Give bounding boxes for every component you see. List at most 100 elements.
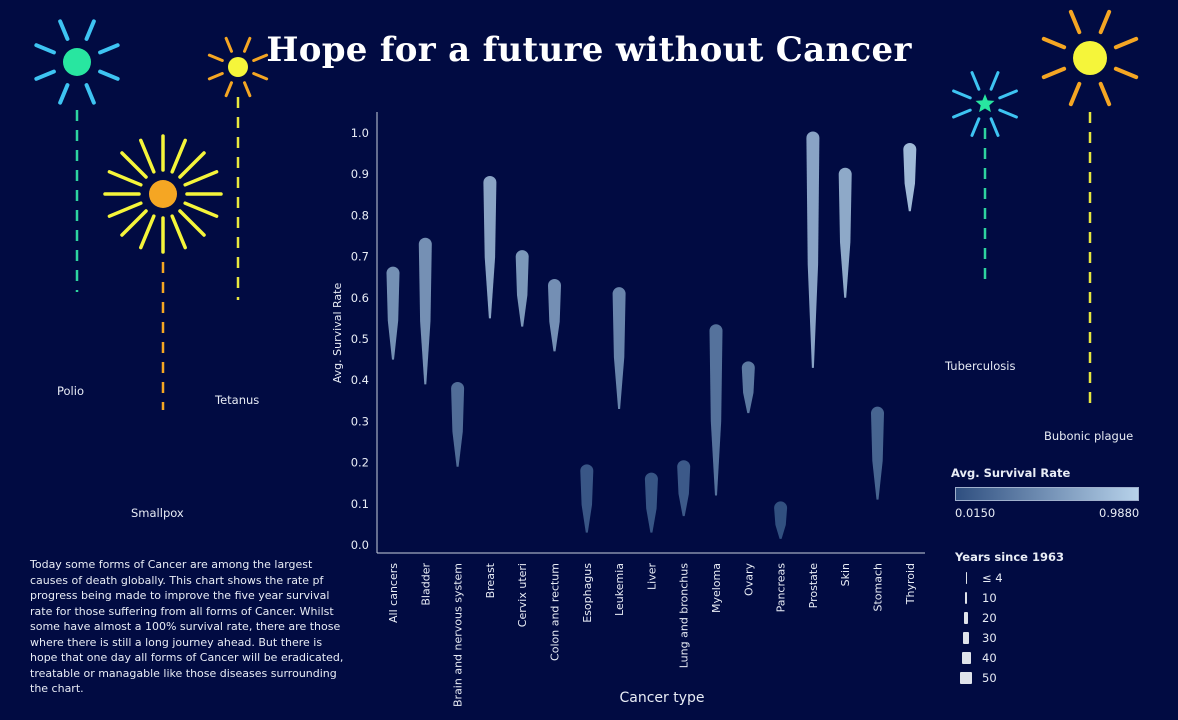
firework-core — [149, 180, 177, 208]
firework-ray — [243, 81, 252, 98]
disease-label-bubonic-plague: Bubonic plague — [1044, 429, 1134, 443]
x-tick-label: Stomach — [872, 563, 885, 612]
x-tick-label: Prostate — [807, 563, 820, 609]
firework-tuberculosis — [952, 71, 1018, 286]
survival-mark — [838, 167, 852, 298]
survival-mark — [515, 250, 529, 327]
survival-mark — [580, 464, 594, 533]
firework-ray — [224, 36, 233, 53]
firework-ray — [1068, 81, 1082, 107]
survival-mark — [612, 287, 626, 410]
y-tick-label: 0.0 — [351, 538, 369, 552]
firework-ray — [183, 170, 219, 187]
firework-ray — [139, 214, 156, 250]
y-tick-label: 0.2 — [351, 456, 369, 470]
x-tick-label: Bladder — [419, 563, 432, 606]
firework-ray — [178, 209, 206, 237]
firework-ray — [183, 201, 219, 218]
firework-ray — [252, 72, 269, 81]
survival-mark — [548, 278, 561, 352]
size-legend-label: 10 — [982, 591, 997, 605]
size-legend-mark — [964, 612, 968, 624]
firework-ray — [178, 151, 206, 179]
firework-ray — [207, 53, 224, 62]
firework-ray — [243, 36, 252, 53]
x-tick-label: Leukemia — [613, 563, 626, 616]
y-tick-label: 0.8 — [351, 208, 369, 222]
x-tick-label: Liver — [645, 563, 658, 590]
firework-ray — [107, 201, 143, 218]
x-tick-label: Skin — [839, 563, 852, 586]
firework-ray — [34, 43, 56, 55]
survival-mark — [483, 175, 497, 319]
firework-ray — [1068, 9, 1082, 35]
survival-mark — [741, 361, 755, 414]
firework-ray — [207, 72, 224, 81]
survival-mark — [451, 381, 465, 467]
size-legend-mark — [960, 672, 972, 684]
firework-ray — [1098, 81, 1112, 107]
firework-ray — [952, 108, 972, 119]
color-legend-title: Avg. Survival Rate — [951, 466, 1071, 480]
page-title: Hope for a future without Cancer — [266, 30, 912, 70]
firework-core — [975, 94, 995, 113]
y-tick-label: 0.3 — [351, 414, 369, 428]
firework-ray — [989, 117, 1000, 137]
firework-ray — [998, 108, 1018, 119]
firework-ray — [970, 71, 981, 91]
size-legend-mark — [965, 572, 967, 584]
survival-mark — [386, 266, 400, 360]
firework-ray — [58, 19, 70, 41]
survival-mark — [806, 131, 820, 368]
size-legend-label: 40 — [982, 651, 997, 665]
disease-label-polio: Polio — [57, 384, 84, 398]
size-legend-label: 50 — [982, 671, 997, 685]
firework-tetanus — [207, 36, 269, 300]
firework-ray — [1113, 36, 1139, 50]
survival-mark — [774, 501, 788, 539]
firework-ray — [1041, 66, 1067, 80]
y-tick-label: 1.0 — [351, 126, 369, 140]
firework-ray — [84, 19, 96, 41]
firework-smallpox — [103, 134, 223, 410]
disease-label-tuberculosis: Tuberculosis — [945, 359, 1016, 373]
x-tick-label: Thyroid — [904, 563, 917, 605]
size-legend-label: ≤ 4 — [982, 571, 1003, 585]
survival-mark — [677, 460, 691, 517]
firework-ray — [98, 43, 120, 55]
firework-ray — [98, 69, 120, 81]
firework-ray — [84, 83, 96, 105]
x-tick-label: Breast — [484, 562, 497, 598]
x-tick-label: Ovary — [742, 563, 755, 596]
firework-ray — [1041, 36, 1067, 50]
firework-ray — [1113, 66, 1139, 80]
firework-ray — [170, 214, 187, 250]
firework-ray — [989, 71, 1000, 91]
survival-mark — [871, 406, 884, 500]
disease-label-tetanus: Tetanus — [215, 393, 260, 407]
y-tick-label: 0.5 — [351, 332, 369, 346]
color-legend-gradient — [955, 487, 1139, 501]
survival-mark — [644, 472, 658, 533]
firework-ray — [34, 69, 56, 81]
x-tick-label: Lung and bronchus — [678, 563, 691, 669]
x-tick-label: All cancers — [387, 563, 400, 623]
firework-ray — [998, 89, 1018, 100]
firework-ray — [952, 89, 972, 100]
firework-ray — [170, 138, 187, 174]
survival-mark — [709, 324, 723, 496]
y-axis-label: Avg. Survival Rate — [331, 283, 344, 384]
color-legend-max: 0.9880 — [1099, 506, 1140, 520]
firework-ray — [970, 117, 981, 137]
x-tick-label: Pancreas — [775, 563, 788, 613]
firework-polio — [34, 19, 120, 292]
y-tick-label: 0.6 — [351, 291, 369, 305]
firework-core — [63, 48, 91, 76]
firework-ray — [120, 151, 148, 179]
x-tick-label: Brain and nervous system — [452, 563, 465, 707]
x-tick-label: Cervix uteri — [516, 563, 529, 627]
disease-label-smallpox: Smallpox — [131, 506, 184, 520]
size-legend-mark — [965, 592, 967, 604]
